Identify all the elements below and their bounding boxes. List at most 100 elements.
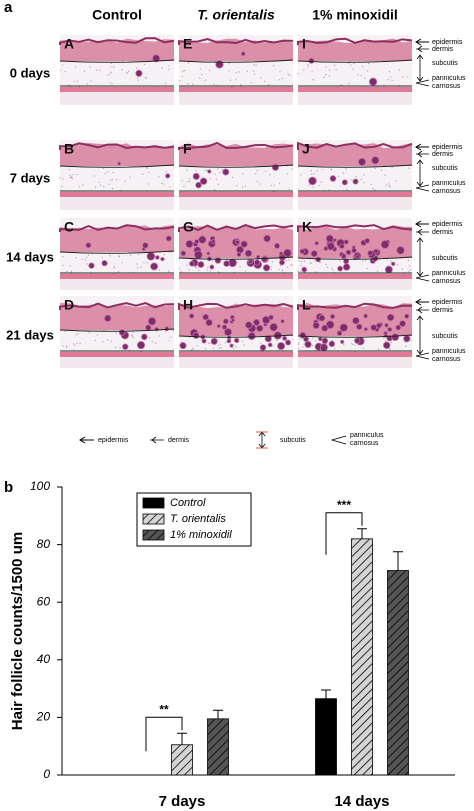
arrow xyxy=(416,237,424,277)
layer-label: dermis xyxy=(432,229,454,236)
x-tick-label: 14 days xyxy=(334,793,389,810)
error-bar xyxy=(393,551,403,571)
histology-image xyxy=(297,218,413,290)
legend-label: Control xyxy=(170,497,206,509)
legend-label: subcutis xyxy=(280,437,306,444)
legend-arrow xyxy=(150,436,164,444)
y-axis-label: Hair follicle counts/1500 um xyxy=(9,532,26,730)
legend-label: T. orientalis xyxy=(170,513,226,525)
layer-label: subcutis xyxy=(432,60,458,67)
significance-bracket xyxy=(145,716,183,752)
layer-label-box: panniculus carnosus xyxy=(432,180,466,195)
histology-image xyxy=(297,140,413,210)
arrow xyxy=(415,274,430,282)
histology-image xyxy=(59,296,175,368)
layer-label-box: panniculus carnosus xyxy=(432,270,466,285)
legend-label: dermis xyxy=(168,437,190,444)
legend-swatch xyxy=(142,513,165,525)
y-tick-label: 80 xyxy=(37,537,51,551)
bar xyxy=(207,718,229,776)
panel-letter: K xyxy=(302,219,312,235)
layer-label: epidermis xyxy=(432,299,463,306)
arrow xyxy=(415,298,429,306)
legend-label: 1% minoxidil xyxy=(170,529,232,541)
layer-label: epidermis xyxy=(432,144,463,151)
layer-label: subcutis xyxy=(432,255,458,262)
layer-label: dermis xyxy=(432,307,454,314)
panel-label: a xyxy=(4,0,13,16)
arrow xyxy=(415,79,430,87)
column-header: 1% minoxidil xyxy=(312,7,398,23)
arrow xyxy=(415,220,429,228)
arrow xyxy=(416,45,429,53)
x-tick-label: 7 days xyxy=(159,793,206,810)
panel-letter: E xyxy=(183,36,192,52)
panel-letter: C xyxy=(64,219,74,235)
panel-letter: H xyxy=(183,297,193,313)
error-bar xyxy=(177,732,187,745)
legend-label: epidermis xyxy=(98,437,129,444)
layer-label-box: panniculus carnosus xyxy=(432,75,466,90)
layer-label: panniculus carnosus xyxy=(432,180,466,195)
arrow xyxy=(416,159,424,187)
layer-label: subcutis xyxy=(432,333,458,340)
panel-letter: G xyxy=(183,219,194,235)
layer-label: epidermis xyxy=(432,221,463,228)
layer-label: dermis xyxy=(432,151,454,158)
row-label: 21 days xyxy=(6,327,54,342)
layer-label: panniculus carnosus xyxy=(432,348,466,363)
bar xyxy=(171,744,193,776)
column-header: T. orientalis xyxy=(197,7,275,23)
row-label: 7 days xyxy=(10,170,50,185)
legend-label-box: panniculus carnosus xyxy=(350,432,384,447)
histology-image xyxy=(178,35,294,105)
layer-label-box: panniculus carnosus xyxy=(432,348,466,363)
histology-image xyxy=(59,140,175,210)
layer-label: panniculus carnosus xyxy=(432,75,466,90)
arrow xyxy=(415,143,429,151)
panel-letter: A xyxy=(64,36,74,52)
legend-swatch xyxy=(142,529,165,541)
histology-image xyxy=(178,140,294,210)
significance-label: ** xyxy=(159,702,169,716)
histology-image xyxy=(59,35,175,105)
panel-letter: F xyxy=(183,141,192,157)
significance-bracket xyxy=(325,512,363,555)
error-bar xyxy=(321,689,331,699)
histology-image xyxy=(297,296,413,368)
panel-label: b xyxy=(4,479,13,496)
arrow xyxy=(416,54,424,82)
layer-label: subcutis xyxy=(432,165,458,172)
arrow xyxy=(416,150,429,158)
layer-label: panniculus carnosus xyxy=(432,270,466,285)
row-label: 0 days xyxy=(10,65,50,80)
layer-label: dermis xyxy=(432,46,454,53)
panel-letter: J xyxy=(302,141,310,157)
y-tick-label: 100 xyxy=(30,479,50,493)
significance-label: *** xyxy=(337,498,351,512)
histology-image xyxy=(297,35,413,105)
error-bar xyxy=(357,528,367,539)
panel-letter: D xyxy=(64,297,74,313)
arrow xyxy=(416,228,429,236)
arrow xyxy=(415,38,429,46)
histology-image xyxy=(59,218,175,290)
y-tick-label: 40 xyxy=(37,652,51,666)
y-tick-label: 0 xyxy=(43,767,50,781)
arrow xyxy=(416,306,429,314)
legend-label: panniculus carnosus xyxy=(350,432,384,447)
histology-image xyxy=(178,296,294,368)
layer-label: epidermis xyxy=(432,39,463,46)
legend-arrow xyxy=(79,436,94,444)
panel-letter: L xyxy=(302,297,311,313)
arrow xyxy=(415,352,430,360)
y-tick-label: 20 xyxy=(36,710,51,724)
legend-arrow xyxy=(330,435,347,445)
error-bar xyxy=(213,709,223,719)
y-tick-label: 60 xyxy=(37,594,51,608)
legend-swatch xyxy=(142,497,165,509)
arrow xyxy=(415,184,430,192)
row-label: 14 days xyxy=(6,249,54,264)
bar xyxy=(315,698,337,776)
